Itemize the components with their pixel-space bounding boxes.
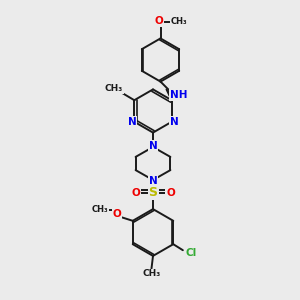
Text: NH: NH	[170, 90, 187, 100]
Text: O: O	[113, 209, 122, 219]
Text: N: N	[148, 176, 158, 186]
Text: Cl: Cl	[185, 248, 196, 258]
Text: S: S	[148, 186, 158, 199]
Text: CH₃: CH₃	[142, 269, 160, 278]
Text: N: N	[170, 117, 178, 127]
Text: N: N	[148, 141, 158, 151]
Text: O: O	[166, 188, 175, 198]
Text: CH₃: CH₃	[92, 205, 109, 214]
Text: O: O	[154, 16, 164, 26]
Text: O: O	[131, 188, 140, 198]
Text: CH₃: CH₃	[105, 84, 123, 93]
Text: CH₃: CH₃	[171, 17, 188, 26]
Text: N: N	[128, 117, 136, 127]
